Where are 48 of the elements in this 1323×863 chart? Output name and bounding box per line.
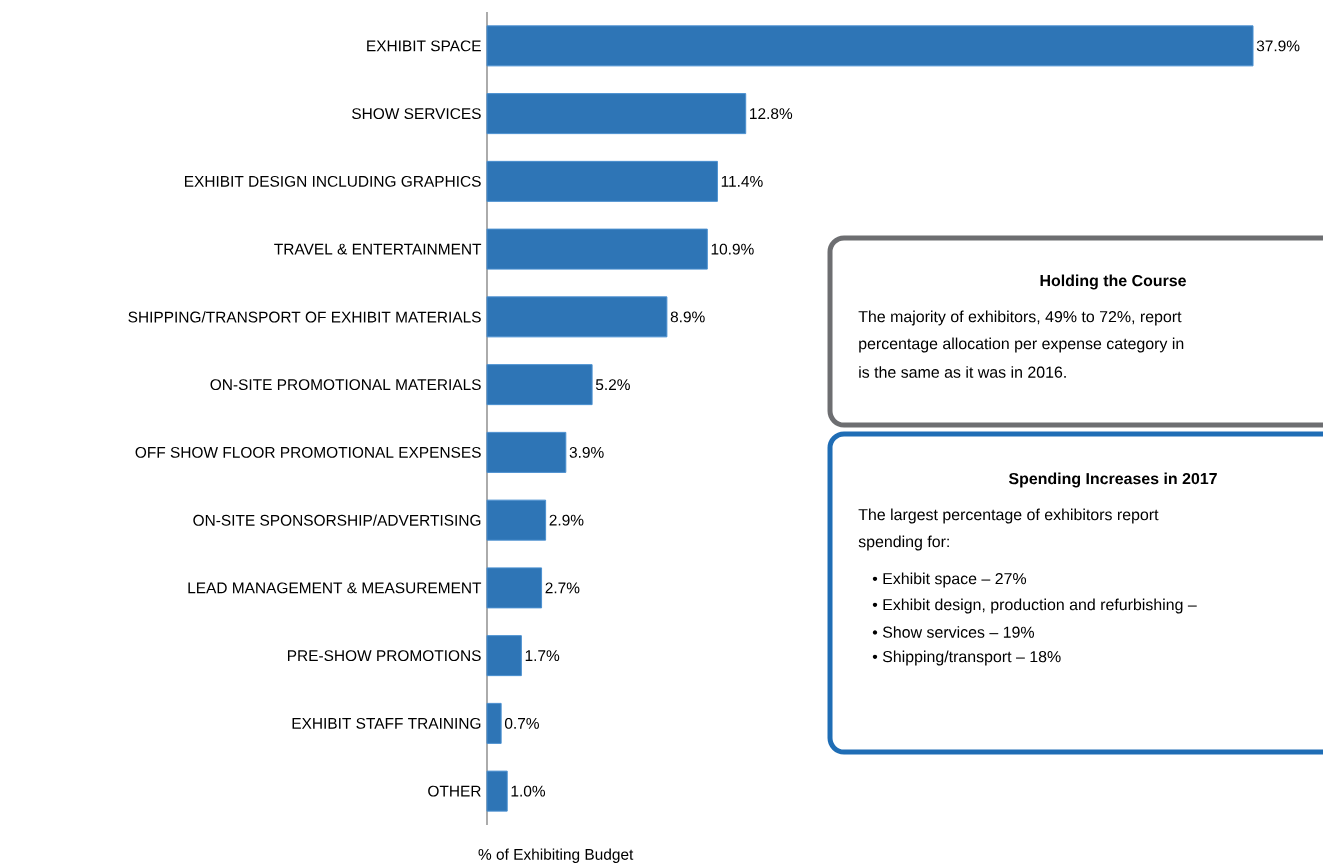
bar xyxy=(486,160,718,202)
annotation: The majority of exhibitors, 49% to 72%, report xyxy=(858,310,1182,326)
annotation: • Exhibit space – 27% xyxy=(872,572,1027,588)
y-tick-label: TRAVEL & ENTERTAINMENT xyxy=(274,243,482,255)
annotation: is the same as it was in 2016. xyxy=(859,366,1066,378)
y-tick-label: SHOW SERVICES xyxy=(352,108,481,120)
data-label: 1.7% xyxy=(525,650,560,662)
bar xyxy=(486,228,708,270)
data-label: 37.9% xyxy=(1256,40,1300,52)
bar xyxy=(486,296,668,338)
data-label: 8.9% xyxy=(670,311,705,323)
data-label: 5.2% xyxy=(595,379,630,391)
bar xyxy=(486,499,547,541)
x-axis-title: % of Exhibiting Budget xyxy=(478,848,634,863)
y-tick-label: PRE-SHOW PROMOTIONS xyxy=(287,650,481,662)
bar xyxy=(486,567,543,609)
data-label: 11.4% xyxy=(721,175,763,187)
annotation: The largest percentage of exhibitors report xyxy=(858,508,1159,524)
bar xyxy=(486,770,508,812)
y-tick-label: SHIPPING/TRANSPORT OF EXHIBIT MATERIALS xyxy=(128,311,481,323)
y-tick-label: LEAD MANAGEMENT & MEASUREMENT xyxy=(188,582,482,594)
data-label: 3.9% xyxy=(569,446,604,458)
annotation: Spending Increases in 2017 xyxy=(1008,472,1217,488)
y-tick-label: EXHIBIT DESIGN INCLUDING GRAPHICS xyxy=(185,175,481,187)
annotation: • Shipping/transport – 18% xyxy=(872,650,1061,666)
annotation: Holding the Course xyxy=(1040,274,1186,290)
bar xyxy=(486,93,747,135)
y-tick-label: EXHIBIT SPACE xyxy=(367,40,481,52)
data-label: 12.8% xyxy=(750,108,793,120)
bar xyxy=(486,635,522,677)
data-label: 2.7% xyxy=(545,582,580,594)
bar xyxy=(486,702,502,744)
data-label: 1.0% xyxy=(511,785,546,797)
annotation: spending for: xyxy=(858,535,949,551)
y-tick-label: EXHIBIT STAFF TRAINING xyxy=(292,717,481,729)
bar xyxy=(486,431,567,473)
y-tick-label: ON-SITE PROMOTIONAL MATERIALS xyxy=(210,379,481,391)
annotation: percentage allocation per expense category in xyxy=(859,337,1184,353)
data-label: 0.7% xyxy=(504,717,539,729)
annotation: • Exhibit design, production and refurbishing – xyxy=(872,598,1197,614)
data-label: 2.9% xyxy=(549,514,584,526)
y-tick-label: OFF SHOW FLOOR PROMOTIONAL EXPENSES xyxy=(135,446,481,458)
bar xyxy=(486,25,1254,67)
bar xyxy=(486,364,593,406)
data-label: 10.9% xyxy=(711,243,754,255)
y-tick-label: ON-SITE SPONSORSHIP/ADVERTISING xyxy=(193,514,481,526)
y-tick-label: OTHER xyxy=(428,785,481,797)
annotation: • Show services – 19% xyxy=(872,626,1035,638)
